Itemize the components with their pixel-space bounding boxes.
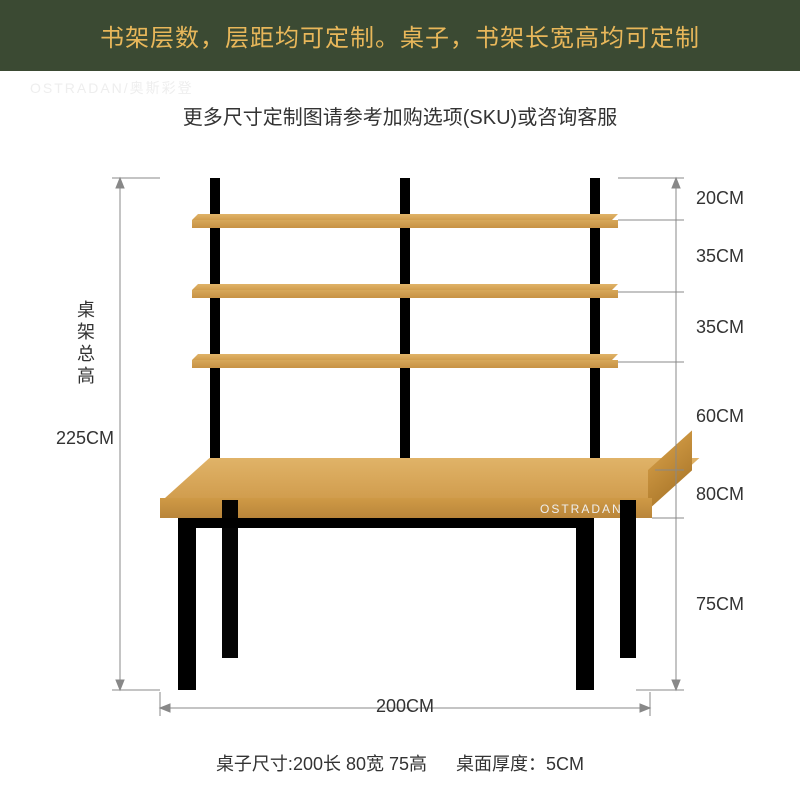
rear-leg-right <box>620 500 636 658</box>
seg-label-0: 20CM <box>696 188 744 209</box>
header-text: 书架层数，层距均可定制。桌子，书架长宽高均可定制 <box>100 25 700 52</box>
seg-label-2: 35CM <box>696 317 744 338</box>
front-leg-left <box>178 518 196 690</box>
footer-specs: 桌子尺寸:200长 80宽 75高 桌面厚度：5CM <box>0 750 800 776</box>
total-height-value: 225CM <box>56 428 114 449</box>
shelf-1-front <box>192 220 618 228</box>
seg-label-1: 35CM <box>696 246 744 267</box>
header-banner: 书架层数，层距均可定制。桌子，书架长宽高均可定制 <box>0 0 800 71</box>
footer-size-spec: 桌子尺寸:200长 80宽 75高 <box>216 754 427 774</box>
total-height-label-cn: 桌架总高 <box>72 300 98 388</box>
subtitle: 更多尺寸定制图请参考加购选项(SKU)或咨询客服 <box>0 101 800 130</box>
seg-label-4: 80CM <box>696 484 744 505</box>
watermark-mid: OSTRADAN <box>540 502 623 516</box>
apron-front <box>196 518 576 528</box>
watermark-top-left: OSTRADAN/奥斯彩登 <box>30 78 194 98</box>
desk-top-surface <box>165 458 699 498</box>
diagram: OSTRADAN <box>0 170 800 730</box>
shelf-2-front <box>192 290 618 298</box>
footer-thickness-spec: 桌面厚度：5CM <box>456 754 584 774</box>
front-leg-right <box>576 518 594 690</box>
seg-label-3: 60CM <box>696 406 744 427</box>
desk-top-side <box>648 430 692 510</box>
shelf-3-front <box>192 360 618 368</box>
seg-label-5: 75CM <box>696 594 744 615</box>
width-value: 200CM <box>376 696 434 717</box>
